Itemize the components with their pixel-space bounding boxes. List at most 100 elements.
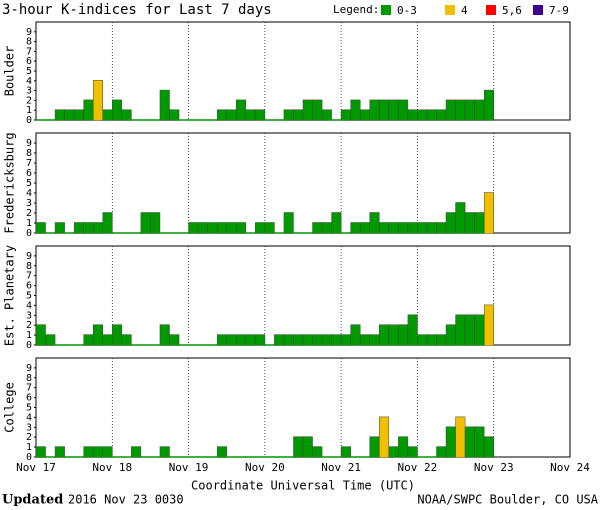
bar	[197, 222, 208, 234]
bar	[35, 119, 46, 121]
y-tick-label: 1	[26, 330, 32, 341]
legend-label: 0-3	[397, 4, 417, 17]
bar	[131, 446, 142, 458]
bar	[436, 109, 447, 121]
bar	[417, 109, 428, 121]
bar	[178, 456, 189, 458]
bar	[226, 109, 237, 121]
bar	[207, 119, 218, 121]
bar	[140, 456, 151, 458]
y-tick-label: 4	[26, 300, 32, 311]
bar	[331, 456, 342, 458]
y-tick-label: 5	[26, 291, 32, 302]
bar	[112, 232, 123, 234]
bar	[216, 109, 227, 121]
bar	[464, 212, 475, 234]
x-tick-label: Nov 22	[398, 461, 438, 474]
bar	[54, 109, 65, 121]
bar	[188, 222, 199, 234]
bar	[312, 99, 323, 121]
y-tick-label: 4	[26, 188, 32, 199]
y-tick-label: 6	[26, 281, 32, 292]
bar	[169, 334, 180, 346]
y-tick-label: 0	[26, 452, 32, 463]
bar	[197, 456, 208, 458]
bar	[226, 456, 237, 458]
bar	[445, 324, 456, 346]
bar	[445, 99, 456, 121]
footer-source: NOAA/SWPC Boulder, CO USA	[417, 493, 598, 507]
bar	[188, 119, 199, 121]
bar	[83, 446, 94, 458]
bar	[264, 456, 275, 458]
bar	[54, 446, 65, 458]
footer-updated: 2016 Nov 23 0030	[68, 493, 184, 507]
bar	[464, 314, 475, 346]
bar	[331, 119, 342, 121]
bar	[398, 324, 409, 346]
bar	[388, 324, 399, 346]
bar	[245, 109, 256, 121]
bar	[369, 334, 380, 346]
bar	[483, 192, 494, 234]
x-tick-label: Nov 23	[474, 461, 514, 474]
bar	[464, 426, 475, 458]
bar	[54, 344, 65, 346]
bar	[283, 456, 294, 458]
bar	[312, 334, 323, 346]
bar	[121, 232, 132, 234]
bar	[140, 344, 151, 346]
bar	[92, 446, 104, 458]
bar	[483, 436, 494, 458]
bar	[321, 456, 332, 458]
bar	[283, 334, 294, 346]
bar	[455, 99, 466, 121]
x-tick-label: Nov 19	[169, 461, 209, 474]
bar	[359, 456, 371, 458]
y-tick-label: 6	[26, 393, 32, 404]
bar	[426, 334, 437, 346]
bar	[293, 334, 304, 346]
y-tick-label: 5	[26, 403, 32, 414]
bar	[340, 446, 351, 458]
y-tick-label: 3	[26, 86, 32, 97]
bar	[45, 456, 56, 458]
y-tick-label: 7	[26, 158, 32, 169]
bar	[302, 232, 313, 234]
bar	[245, 334, 256, 346]
bar	[169, 456, 180, 458]
bar	[398, 99, 409, 121]
bar	[159, 89, 170, 121]
bar	[131, 232, 142, 234]
bar	[474, 314, 485, 346]
bar	[455, 416, 466, 458]
bar	[45, 334, 56, 346]
bar	[236, 222, 247, 234]
bar	[388, 99, 399, 121]
bar	[312, 446, 323, 458]
bar	[359, 222, 371, 234]
bar	[169, 109, 180, 121]
chart-title: 3-hour K-indices for Last 7 days	[2, 2, 272, 18]
bar	[417, 456, 428, 458]
bar	[283, 212, 294, 234]
y-tick-label: 2	[26, 208, 32, 219]
bar	[83, 222, 94, 234]
bar	[102, 334, 113, 346]
bar	[35, 222, 46, 234]
bar	[445, 212, 456, 234]
bar	[131, 344, 142, 346]
y-tick-label: 9	[26, 138, 32, 149]
bar	[369, 99, 380, 121]
bar	[188, 344, 199, 346]
y-tick-label: 7	[26, 383, 32, 394]
bar	[350, 456, 361, 458]
bar	[302, 334, 313, 346]
bar	[112, 456, 123, 458]
bar	[197, 119, 208, 121]
bar	[255, 334, 266, 346]
bar	[436, 446, 447, 458]
bar	[350, 222, 361, 234]
bar	[216, 334, 227, 346]
bar	[340, 232, 351, 234]
